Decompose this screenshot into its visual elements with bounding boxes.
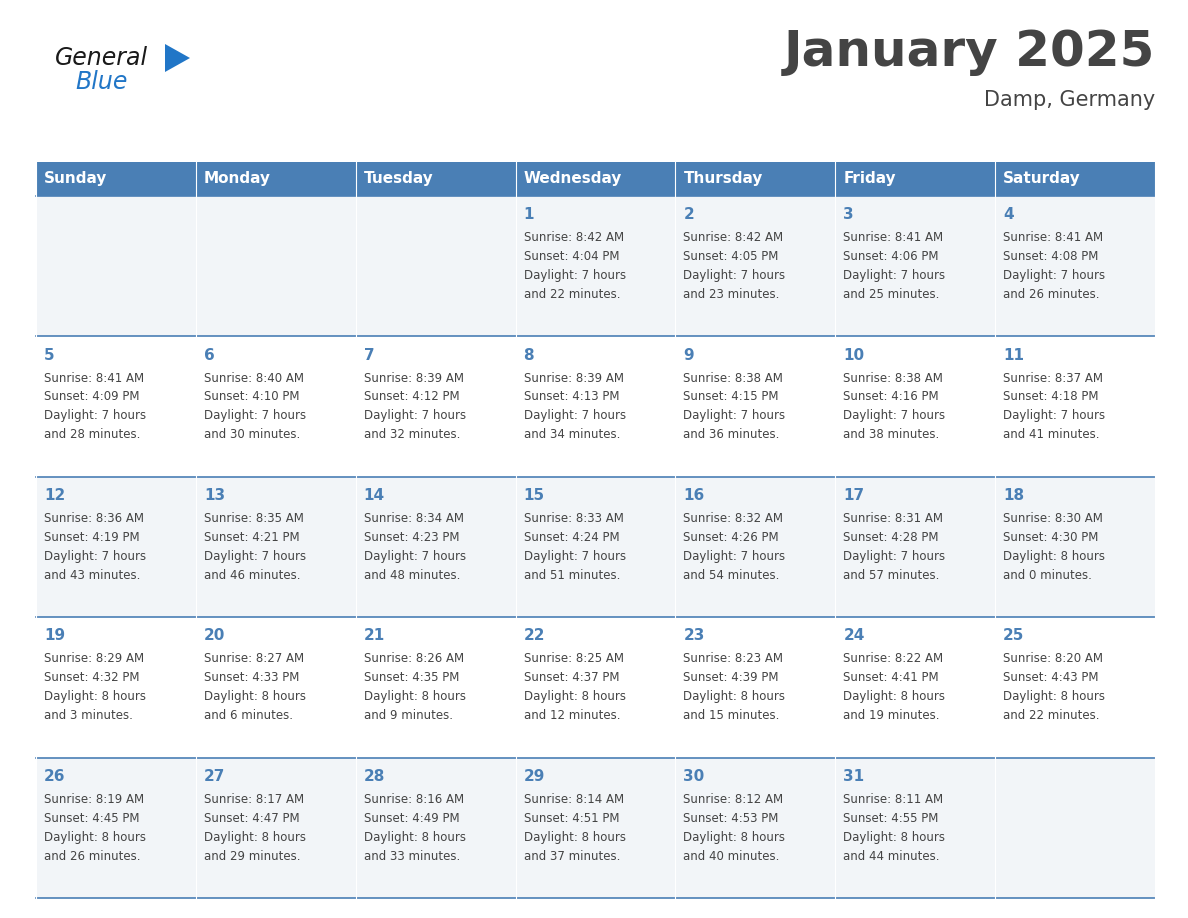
Text: Sunrise: 8:41 AM
Sunset: 4:06 PM
Daylight: 7 hours
and 25 minutes.: Sunrise: 8:41 AM Sunset: 4:06 PM Dayligh… <box>843 231 946 301</box>
Text: January 2025: January 2025 <box>784 28 1155 76</box>
Text: 29: 29 <box>524 769 545 784</box>
Text: Thursday: Thursday <box>683 172 763 186</box>
Text: Sunrise: 8:39 AM
Sunset: 4:13 PM
Daylight: 7 hours
and 34 minutes.: Sunrise: 8:39 AM Sunset: 4:13 PM Dayligh… <box>524 372 626 442</box>
Text: 31: 31 <box>843 769 865 784</box>
Text: Sunrise: 8:19 AM
Sunset: 4:45 PM
Daylight: 8 hours
and 26 minutes.: Sunrise: 8:19 AM Sunset: 4:45 PM Dayligh… <box>44 793 146 863</box>
Bar <box>36 196 1155 336</box>
Text: Sunrise: 8:38 AM
Sunset: 4:15 PM
Daylight: 7 hours
and 36 minutes.: Sunrise: 8:38 AM Sunset: 4:15 PM Dayligh… <box>683 372 785 442</box>
Text: Blue: Blue <box>75 70 127 94</box>
Text: Sunrise: 8:27 AM
Sunset: 4:33 PM
Daylight: 8 hours
and 6 minutes.: Sunrise: 8:27 AM Sunset: 4:33 PM Dayligh… <box>204 653 305 722</box>
Text: 3: 3 <box>843 207 854 222</box>
Text: Sunrise: 8:23 AM
Sunset: 4:39 PM
Daylight: 8 hours
and 15 minutes.: Sunrise: 8:23 AM Sunset: 4:39 PM Dayligh… <box>683 653 785 722</box>
Text: Sunrise: 8:42 AM
Sunset: 4:04 PM
Daylight: 7 hours
and 22 minutes.: Sunrise: 8:42 AM Sunset: 4:04 PM Dayligh… <box>524 231 626 301</box>
Text: 16: 16 <box>683 488 704 503</box>
Text: 4: 4 <box>1003 207 1013 222</box>
Text: Saturday: Saturday <box>1003 172 1081 186</box>
Text: Sunrise: 8:31 AM
Sunset: 4:28 PM
Daylight: 7 hours
and 57 minutes.: Sunrise: 8:31 AM Sunset: 4:28 PM Dayligh… <box>843 512 946 582</box>
Text: 19: 19 <box>44 629 65 644</box>
Text: 7: 7 <box>364 348 374 363</box>
Bar <box>36 336 1155 476</box>
Text: 2: 2 <box>683 207 694 222</box>
Text: 11: 11 <box>1003 348 1024 363</box>
Text: Sunrise: 8:30 AM
Sunset: 4:30 PM
Daylight: 8 hours
and 0 minutes.: Sunrise: 8:30 AM Sunset: 4:30 PM Dayligh… <box>1003 512 1105 582</box>
Text: Sunrise: 8:14 AM
Sunset: 4:51 PM
Daylight: 8 hours
and 37 minutes.: Sunrise: 8:14 AM Sunset: 4:51 PM Dayligh… <box>524 793 626 863</box>
Text: Sunrise: 8:26 AM
Sunset: 4:35 PM
Daylight: 8 hours
and 9 minutes.: Sunrise: 8:26 AM Sunset: 4:35 PM Dayligh… <box>364 653 466 722</box>
Text: 17: 17 <box>843 488 865 503</box>
Text: 8: 8 <box>524 348 535 363</box>
Polygon shape <box>165 44 190 72</box>
Text: Sunrise: 8:42 AM
Sunset: 4:05 PM
Daylight: 7 hours
and 23 minutes.: Sunrise: 8:42 AM Sunset: 4:05 PM Dayligh… <box>683 231 785 301</box>
Text: 24: 24 <box>843 629 865 644</box>
Text: Sunrise: 8:11 AM
Sunset: 4:55 PM
Daylight: 8 hours
and 44 minutes.: Sunrise: 8:11 AM Sunset: 4:55 PM Dayligh… <box>843 793 946 863</box>
Bar <box>36 617 1155 757</box>
Text: Sunrise: 8:40 AM
Sunset: 4:10 PM
Daylight: 7 hours
and 30 minutes.: Sunrise: 8:40 AM Sunset: 4:10 PM Dayligh… <box>204 372 307 442</box>
Text: Sunrise: 8:37 AM
Sunset: 4:18 PM
Daylight: 7 hours
and 41 minutes.: Sunrise: 8:37 AM Sunset: 4:18 PM Dayligh… <box>1003 372 1105 442</box>
Text: Friday: Friday <box>843 172 896 186</box>
Text: 10: 10 <box>843 348 865 363</box>
Text: Damp, Germany: Damp, Germany <box>984 90 1155 110</box>
Text: 15: 15 <box>524 488 544 503</box>
Text: 12: 12 <box>44 488 65 503</box>
Text: 1: 1 <box>524 207 535 222</box>
Text: Sunrise: 8:41 AM
Sunset: 4:08 PM
Daylight: 7 hours
and 26 minutes.: Sunrise: 8:41 AM Sunset: 4:08 PM Dayligh… <box>1003 231 1105 301</box>
Text: Sunrise: 8:12 AM
Sunset: 4:53 PM
Daylight: 8 hours
and 40 minutes.: Sunrise: 8:12 AM Sunset: 4:53 PM Dayligh… <box>683 793 785 863</box>
Text: Sunrise: 8:32 AM
Sunset: 4:26 PM
Daylight: 7 hours
and 54 minutes.: Sunrise: 8:32 AM Sunset: 4:26 PM Dayligh… <box>683 512 785 582</box>
Text: Sunrise: 8:41 AM
Sunset: 4:09 PM
Daylight: 7 hours
and 28 minutes.: Sunrise: 8:41 AM Sunset: 4:09 PM Dayligh… <box>44 372 146 442</box>
Text: 25: 25 <box>1003 629 1024 644</box>
Text: 26: 26 <box>44 769 65 784</box>
Text: Tuesday: Tuesday <box>364 172 434 186</box>
Text: 28: 28 <box>364 769 385 784</box>
Text: Wednesday: Wednesday <box>524 172 623 186</box>
Text: General: General <box>55 46 148 70</box>
Text: Sunrise: 8:25 AM
Sunset: 4:37 PM
Daylight: 8 hours
and 12 minutes.: Sunrise: 8:25 AM Sunset: 4:37 PM Dayligh… <box>524 653 626 722</box>
Text: 9: 9 <box>683 348 694 363</box>
Text: Monday: Monday <box>204 172 271 186</box>
Text: Sunrise: 8:22 AM
Sunset: 4:41 PM
Daylight: 8 hours
and 19 minutes.: Sunrise: 8:22 AM Sunset: 4:41 PM Dayligh… <box>843 653 946 722</box>
Bar <box>36 162 1155 196</box>
Text: Sunrise: 8:20 AM
Sunset: 4:43 PM
Daylight: 8 hours
and 22 minutes.: Sunrise: 8:20 AM Sunset: 4:43 PM Dayligh… <box>1003 653 1105 722</box>
Text: 20: 20 <box>204 629 226 644</box>
Text: 23: 23 <box>683 629 704 644</box>
Text: Sunrise: 8:36 AM
Sunset: 4:19 PM
Daylight: 7 hours
and 43 minutes.: Sunrise: 8:36 AM Sunset: 4:19 PM Dayligh… <box>44 512 146 582</box>
Text: 5: 5 <box>44 348 55 363</box>
Text: 18: 18 <box>1003 488 1024 503</box>
Text: 21: 21 <box>364 629 385 644</box>
Text: Sunday: Sunday <box>44 172 107 186</box>
Bar <box>36 476 1155 617</box>
Text: 13: 13 <box>204 488 225 503</box>
Bar <box>36 757 1155 898</box>
Text: 6: 6 <box>204 348 215 363</box>
Text: Sunrise: 8:29 AM
Sunset: 4:32 PM
Daylight: 8 hours
and 3 minutes.: Sunrise: 8:29 AM Sunset: 4:32 PM Dayligh… <box>44 653 146 722</box>
Text: Sunrise: 8:33 AM
Sunset: 4:24 PM
Daylight: 7 hours
and 51 minutes.: Sunrise: 8:33 AM Sunset: 4:24 PM Dayligh… <box>524 512 626 582</box>
Text: Sunrise: 8:35 AM
Sunset: 4:21 PM
Daylight: 7 hours
and 46 minutes.: Sunrise: 8:35 AM Sunset: 4:21 PM Dayligh… <box>204 512 307 582</box>
Text: Sunrise: 8:16 AM
Sunset: 4:49 PM
Daylight: 8 hours
and 33 minutes.: Sunrise: 8:16 AM Sunset: 4:49 PM Dayligh… <box>364 793 466 863</box>
Text: Sunrise: 8:39 AM
Sunset: 4:12 PM
Daylight: 7 hours
and 32 minutes.: Sunrise: 8:39 AM Sunset: 4:12 PM Dayligh… <box>364 372 466 442</box>
Text: 27: 27 <box>204 769 226 784</box>
Text: Sunrise: 8:38 AM
Sunset: 4:16 PM
Daylight: 7 hours
and 38 minutes.: Sunrise: 8:38 AM Sunset: 4:16 PM Dayligh… <box>843 372 946 442</box>
Text: 30: 30 <box>683 769 704 784</box>
Text: 22: 22 <box>524 629 545 644</box>
Text: Sunrise: 8:17 AM
Sunset: 4:47 PM
Daylight: 8 hours
and 29 minutes.: Sunrise: 8:17 AM Sunset: 4:47 PM Dayligh… <box>204 793 305 863</box>
Text: Sunrise: 8:34 AM
Sunset: 4:23 PM
Daylight: 7 hours
and 48 minutes.: Sunrise: 8:34 AM Sunset: 4:23 PM Dayligh… <box>364 512 466 582</box>
Text: 14: 14 <box>364 488 385 503</box>
